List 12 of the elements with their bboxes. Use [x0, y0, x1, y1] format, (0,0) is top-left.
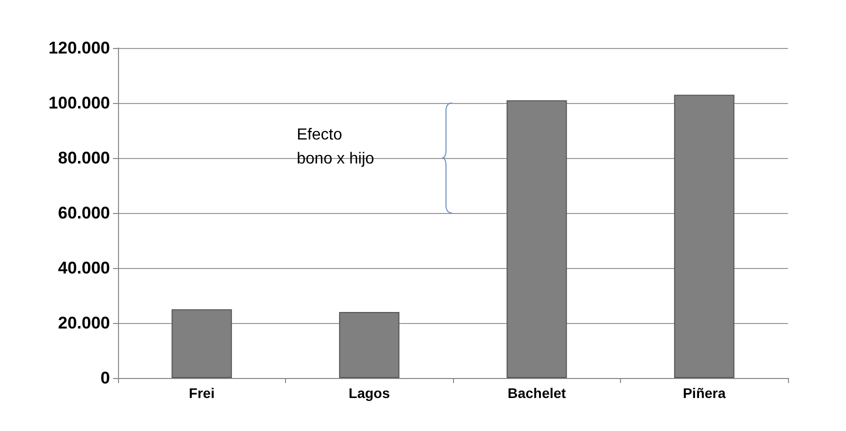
y-tick-label: 60.000	[58, 204, 110, 222]
y-tick-label: 40.000	[58, 258, 110, 278]
y-tick-label: 0	[100, 368, 110, 388]
x-tick-label: Bachelet	[508, 385, 566, 401]
x-tick-label: Lagos	[348, 385, 390, 401]
annotation: Efecto bono x hijo	[296, 126, 374, 168]
y-tick-label: 20.000	[58, 314, 110, 332]
x-tick-label: Frei	[188, 385, 215, 401]
x-tick-label: Piñera	[682, 385, 726, 401]
y-tick-label: 120.000	[48, 38, 110, 58]
y-tick-label: 100.000	[48, 94, 110, 112]
y-tick-label: 80.000	[58, 148, 110, 168]
